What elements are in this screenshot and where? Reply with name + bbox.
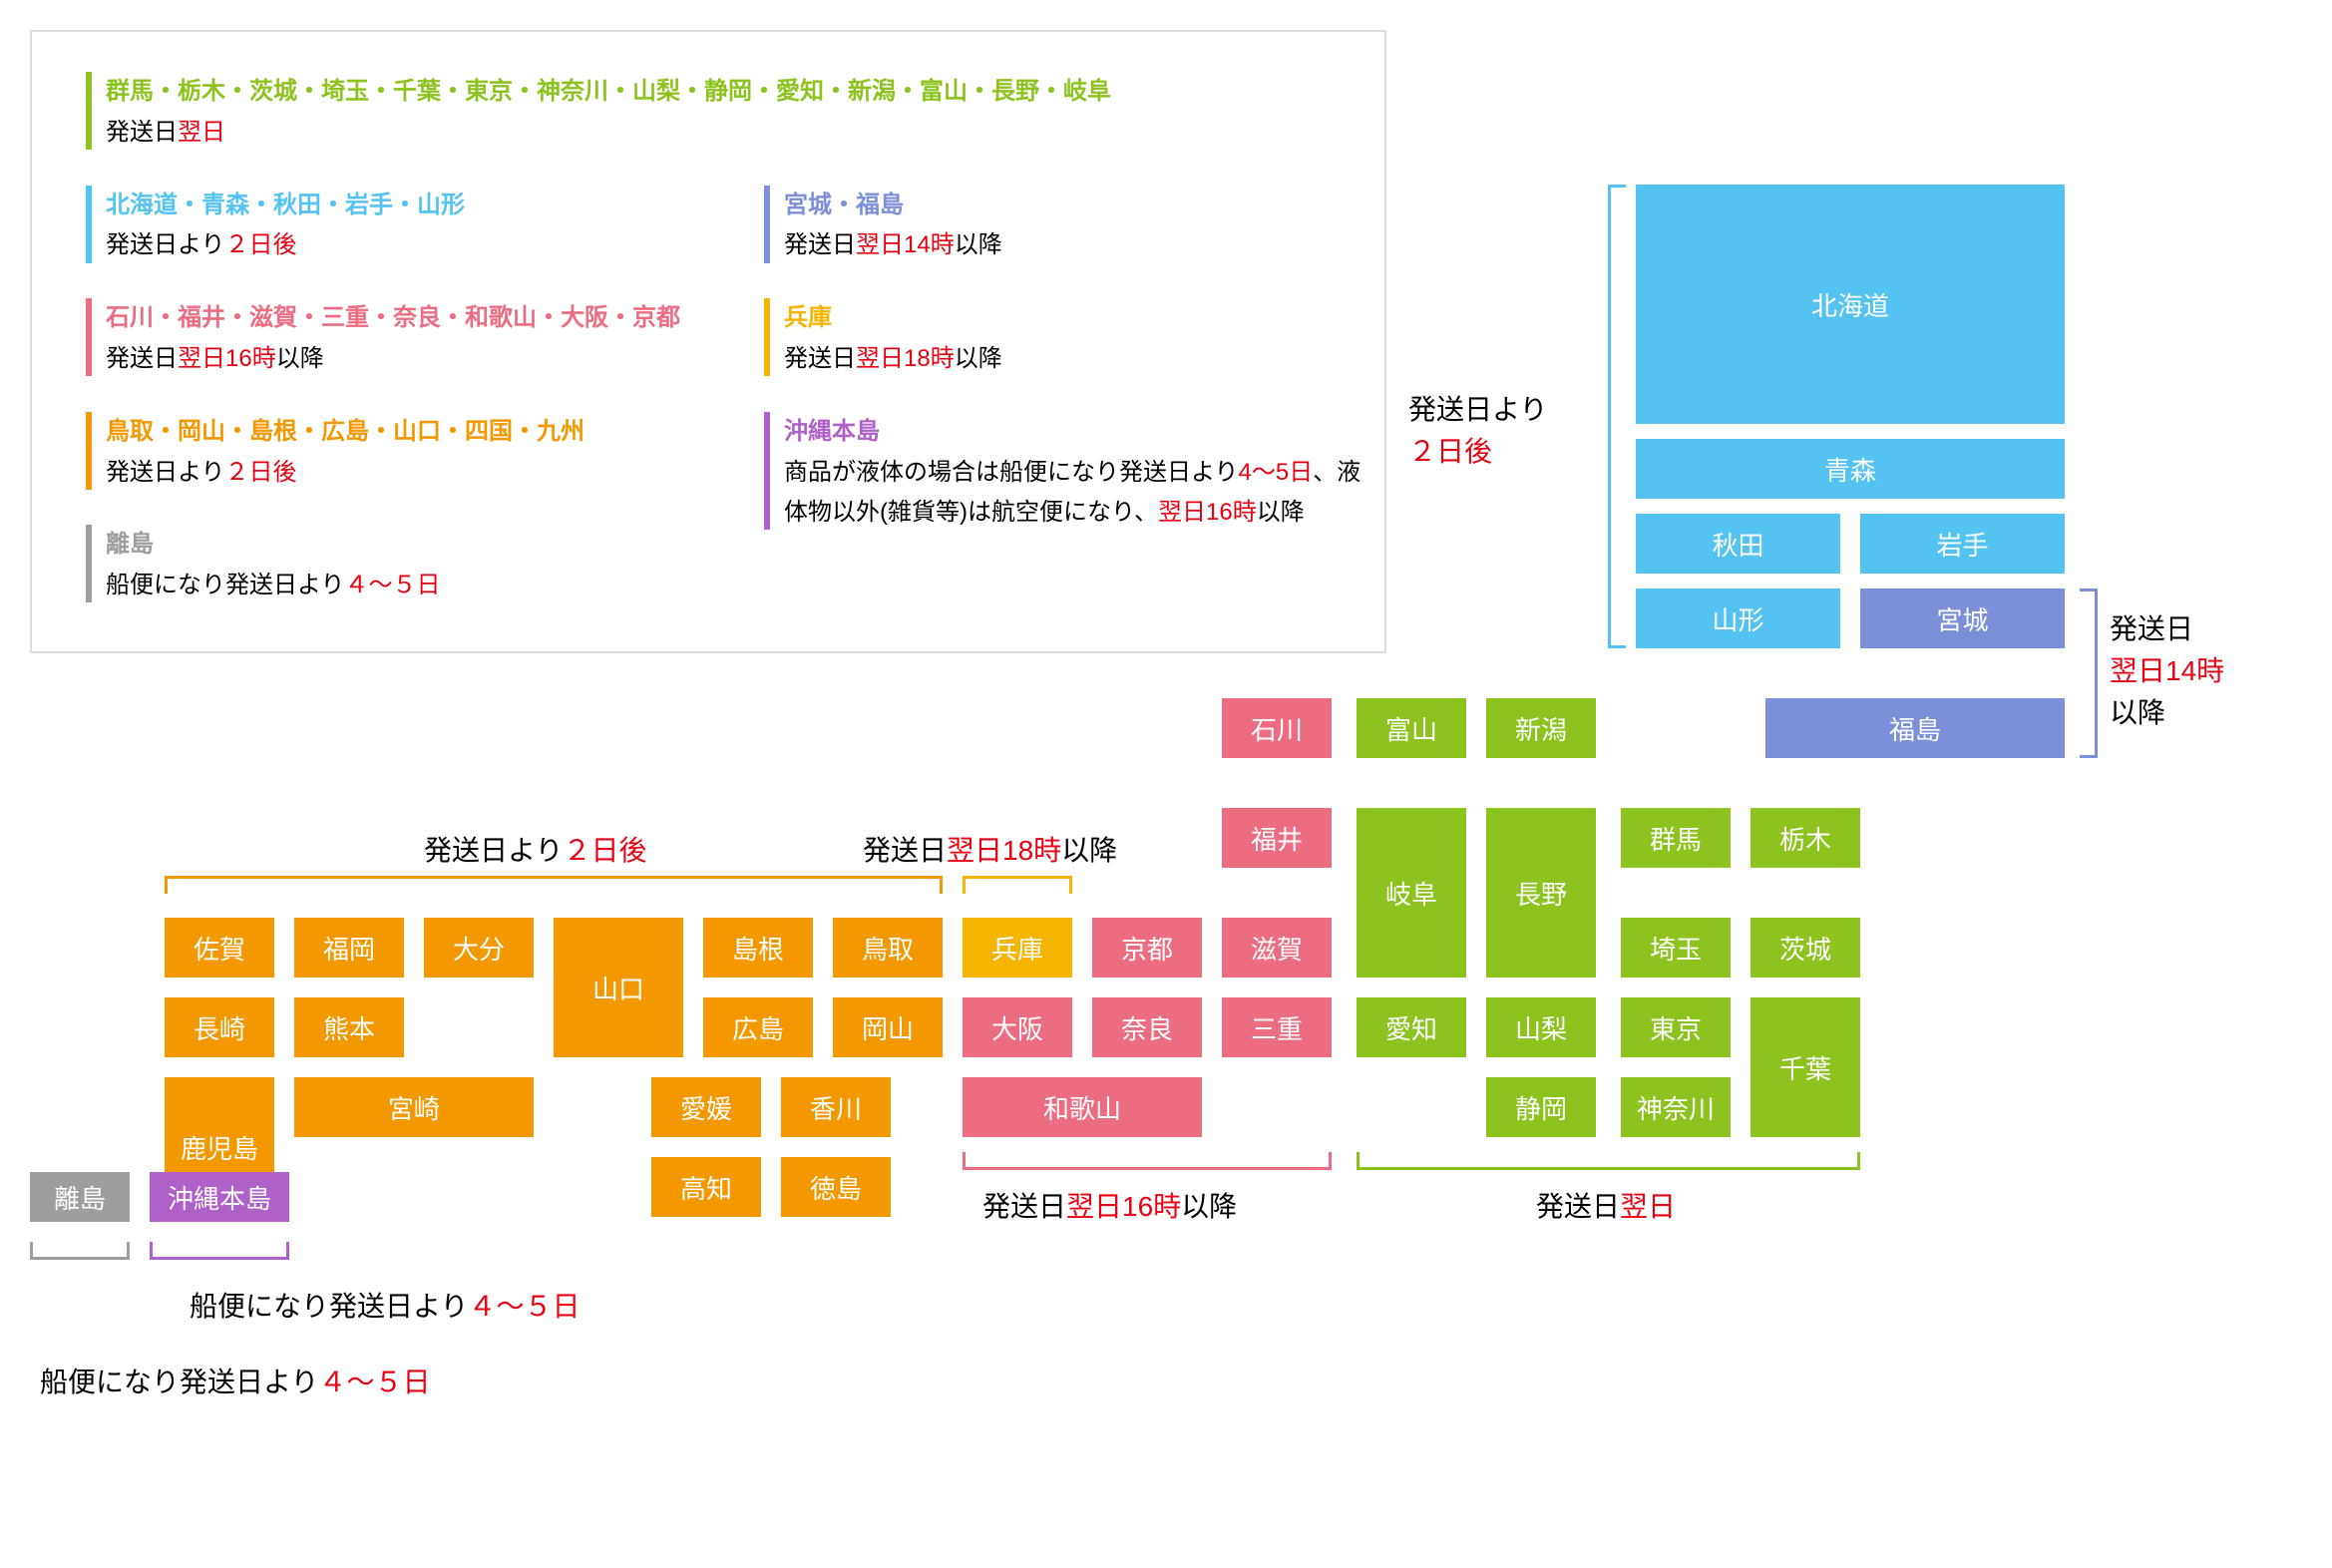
legend-box: 群馬・栃木・茨城・埼玉・千葉・東京・神奈川・山梨・静岡・愛知・新潟・富山・長野・… bbox=[30, 30, 1386, 653]
legend-bar bbox=[764, 186, 770, 263]
caption-green: 発送日翌日 bbox=[1536, 1186, 1676, 1228]
legend-sub: 発送日翌日14時以降 bbox=[784, 225, 1002, 266]
pref-山梨: 山梨 bbox=[1486, 997, 1596, 1057]
legend-head: 石川・福井・滋賀・三重・奈良・和歌山・大阪・京都 bbox=[106, 298, 680, 339]
pref-岐阜: 岐阜 bbox=[1357, 808, 1466, 978]
pref-滋賀: 滋賀 bbox=[1222, 918, 1332, 978]
bracket-pink bbox=[963, 1152, 1332, 1170]
legend-head: 兵庫 bbox=[784, 298, 1002, 339]
pref-新潟: 新潟 bbox=[1486, 698, 1596, 758]
legend-head: 沖縄本島 bbox=[784, 412, 1382, 453]
legend-item: 沖縄本島 商品が液体の場合は船便になり発送日より4〜5日、液体物以外(雑貨等)は… bbox=[764, 412, 1382, 534]
pref-秋田: 秋田 bbox=[1636, 514, 1840, 574]
caption-okinawa: 船便になり発送日より４〜５日 bbox=[190, 1286, 580, 1328]
pref-香川: 香川 bbox=[781, 1077, 891, 1137]
legend-item: 北海道・青森・秋田・岩手・山形 発送日より２日後 bbox=[86, 186, 764, 267]
pref-千葉: 千葉 bbox=[1750, 997, 1860, 1137]
legend-head: 宮城・福島 bbox=[784, 186, 1002, 226]
pref-北海道: 北海道 bbox=[1636, 185, 2065, 424]
pref-愛媛: 愛媛 bbox=[651, 1077, 761, 1137]
pref-石川: 石川 bbox=[1222, 698, 1332, 758]
bracket-okinawa bbox=[150, 1242, 289, 1260]
legend-item: 離島 船便になり発送日より４〜５日 bbox=[86, 525, 764, 606]
legend-item: 石川・福井・滋賀・三重・奈良・和歌山・大阪・京都 発送日翌日16時以降 bbox=[86, 298, 764, 380]
legend-bar bbox=[86, 186, 92, 263]
legend-item: 群馬・栃木・茨城・埼玉・千葉・東京・神奈川・山梨・静岡・愛知・新潟・富山・長野・… bbox=[86, 72, 1331, 154]
pref-福島: 福島 bbox=[1765, 698, 2065, 758]
legend-bar bbox=[86, 72, 92, 150]
pref-京都: 京都 bbox=[1092, 918, 1202, 978]
pref-熊本: 熊本 bbox=[294, 997, 404, 1057]
legend-head: 鳥取・岡山・島根・広島・山口・四国・九州 bbox=[106, 412, 584, 453]
pref-長崎: 長崎 bbox=[165, 997, 274, 1057]
bracket-tohoku-right bbox=[2080, 588, 2098, 758]
legend-bar bbox=[764, 298, 770, 376]
legend-item: 鳥取・岡山・島根・広島・山口・四国・九州 発送日より２日後 bbox=[86, 412, 764, 494]
legend-item: 兵庫 発送日翌日18時以降 bbox=[764, 298, 1382, 380]
legend-head: 北海道・青森・秋田・岩手・山形 bbox=[106, 186, 465, 226]
legend-sub: 発送日翌日 bbox=[106, 113, 1111, 154]
pref-静岡: 静岡 bbox=[1486, 1077, 1596, 1137]
legend-sub: 発送日より２日後 bbox=[106, 225, 465, 266]
pref-岡山: 岡山 bbox=[833, 997, 943, 1057]
legend-bar bbox=[86, 525, 92, 602]
pref-東京: 東京 bbox=[1621, 997, 1731, 1057]
pref-埼玉: 埼玉 bbox=[1621, 918, 1731, 978]
pref-福岡: 福岡 bbox=[294, 918, 404, 978]
caption-ritou: 船便になり発送日より４〜５日 bbox=[40, 1362, 430, 1403]
caption-tohoku-right: 発送日翌日14時以降 bbox=[2110, 608, 2224, 734]
pref-神奈川: 神奈川 bbox=[1621, 1077, 1731, 1137]
caption-pink: 発送日翌日16時以降 bbox=[982, 1186, 1237, 1228]
legend-sub: 発送日翌日16時以降 bbox=[106, 339, 680, 380]
legend-head: 群馬・栃木・茨城・埼玉・千葉・東京・神奈川・山梨・静岡・愛知・新潟・富山・長野・… bbox=[106, 72, 1111, 113]
pref-富山: 富山 bbox=[1357, 698, 1466, 758]
caption-yellow: 発送日翌日18時以降 bbox=[863, 830, 1117, 872]
pref-島根: 島根 bbox=[703, 918, 813, 978]
legend-sub: 発送日翌日18時以降 bbox=[784, 339, 1002, 380]
pref-和歌山: 和歌山 bbox=[963, 1077, 1202, 1137]
legend-head: 離島 bbox=[106, 525, 441, 566]
pref-奈良: 奈良 bbox=[1092, 997, 1202, 1057]
pref-長野: 長野 bbox=[1486, 808, 1596, 978]
pref-佐賀: 佐賀 bbox=[165, 918, 274, 978]
legend-sub: 船便になり発送日より４〜５日 bbox=[106, 566, 441, 606]
pref-鳥取: 鳥取 bbox=[833, 918, 943, 978]
pref-大分: 大分 bbox=[424, 918, 534, 978]
pref-三重: 三重 bbox=[1222, 997, 1332, 1057]
legend-bar bbox=[86, 298, 92, 376]
bracket-tohoku-left bbox=[1608, 185, 1626, 648]
bracket-orange bbox=[165, 876, 943, 894]
pref-山口: 山口 bbox=[554, 918, 683, 1057]
legend-sub: 商品が液体の場合は船便になり発送日より4〜5日、液体物以外(雑貨等)は航空便にな… bbox=[784, 453, 1382, 535]
caption-tohoku-left: 発送日より２日後 bbox=[1408, 389, 1547, 473]
pref-兵庫: 兵庫 bbox=[963, 918, 1072, 978]
pref-茨城: 茨城 bbox=[1750, 918, 1860, 978]
pref-岩手: 岩手 bbox=[1860, 514, 2065, 574]
bracket-yellow bbox=[963, 876, 1072, 894]
bracket-ritou bbox=[30, 1242, 130, 1260]
pref-大阪: 大阪 bbox=[963, 997, 1072, 1057]
pref-栃木: 栃木 bbox=[1750, 808, 1860, 868]
pref-群馬: 群馬 bbox=[1621, 808, 1731, 868]
pref-高知: 高知 bbox=[651, 1157, 761, 1217]
pref-宮崎: 宮崎 bbox=[294, 1077, 534, 1137]
bracket-green bbox=[1357, 1152, 1860, 1170]
pref-愛知: 愛知 bbox=[1357, 997, 1466, 1057]
caption-orange: 発送日より２日後 bbox=[424, 830, 646, 872]
pref-離島: 離島 bbox=[30, 1172, 130, 1222]
pref-広島: 広島 bbox=[703, 997, 813, 1057]
pref-青森: 青森 bbox=[1636, 439, 2065, 499]
pref-山形: 山形 bbox=[1636, 588, 1840, 648]
legend-sub: 発送日より２日後 bbox=[106, 453, 584, 494]
legend-bar bbox=[86, 412, 92, 490]
pref-徳島: 徳島 bbox=[781, 1157, 891, 1217]
pref-福井: 福井 bbox=[1222, 808, 1332, 868]
pref-宮城: 宮城 bbox=[1860, 588, 2065, 648]
legend-item: 宮城・福島 発送日翌日14時以降 bbox=[764, 186, 1382, 267]
legend-bar bbox=[764, 412, 770, 530]
pref-沖縄本島: 沖縄本島 bbox=[150, 1172, 289, 1222]
